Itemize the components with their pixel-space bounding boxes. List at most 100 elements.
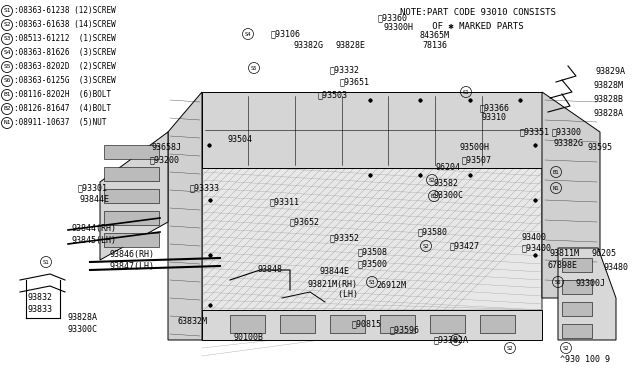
Polygon shape [202,92,542,168]
Bar [430,315,465,333]
Text: 78136: 78136 [422,42,447,51]
Text: 93300H: 93300H [383,23,413,32]
Text: ⤱93360: ⤱93360 [378,13,408,22]
Text: 93846(RH): 93846(RH) [110,250,155,259]
Text: :08513-61212  (1)SCREW: :08513-61212 (1)SCREW [14,35,116,44]
Text: 93844E: 93844E [320,267,350,276]
Text: ⤱93400: ⤱93400 [522,244,552,253]
Text: S1: S1 [43,260,49,264]
Text: :08363-6125G  (3)SCREW: :08363-6125G (3)SCREW [14,77,116,86]
Text: 93828A: 93828A [594,109,624,119]
Text: 93504: 93504 [228,135,253,144]
Text: ⤱93200: ⤱93200 [150,155,180,164]
Text: :08911-10637  (5)NUT: :08911-10637 (5)NUT [14,119,106,128]
Text: 96204: 96204 [436,164,461,173]
Bar [380,315,415,333]
Text: 93844(RH): 93844(RH) [72,224,117,232]
Bar [562,324,592,338]
Text: S5: S5 [251,65,257,71]
Text: ⤱93351: ⤱93351 [520,128,550,137]
Text: ⤱93508: ⤱93508 [358,247,388,257]
Text: 63832M: 63832M [178,317,208,327]
Text: ⤱93311: ⤱93311 [270,198,300,206]
Text: 93480: 93480 [604,263,629,273]
Text: S6: S6 [3,78,11,83]
Text: S5: S5 [3,64,11,70]
Bar [104,233,159,247]
Text: S4: S4 [244,32,252,36]
Text: ⤱90815: ⤱90815 [352,320,382,328]
Text: ⤱93580: ⤱93580 [418,228,448,237]
Text: 93848: 93848 [258,266,283,275]
Text: N1: N1 [553,186,559,190]
Text: 93811M: 93811M [550,250,580,259]
Text: 84365M: 84365M [420,32,450,41]
Text: S2: S2 [3,22,11,28]
Text: :08363-81626  (3)SCREW: :08363-81626 (3)SCREW [14,48,116,58]
Text: B1: B1 [553,170,559,174]
Text: 93845(LH): 93845(LH) [72,235,117,244]
Bar [104,189,159,203]
Bar [562,302,592,316]
Text: 93382G: 93382G [554,140,584,148]
Text: 90100B: 90100B [234,334,264,343]
Text: 93500H: 93500H [460,144,490,153]
Text: 93821M(RH): 93821M(RH) [308,280,358,289]
Text: 93829A: 93829A [596,67,626,77]
Polygon shape [168,92,202,340]
Text: ⤱93652: ⤱93652 [290,218,320,227]
Text: N1: N1 [3,121,11,125]
Text: (LH): (LH) [308,291,358,299]
Text: 26912M: 26912M [376,280,406,289]
Bar [104,211,159,225]
Bar [104,167,159,181]
Text: ⤱93596: ⤱93596 [390,326,420,334]
Text: ⤱93333: ⤱93333 [190,183,220,192]
Polygon shape [558,248,616,340]
Text: 93582: 93582 [434,180,459,189]
Text: ⤱93106: ⤱93106 [271,29,301,38]
Bar [562,258,592,272]
Text: OF ✱ MARKED PARTS: OF ✱ MARKED PARTS [400,22,524,31]
Bar [330,315,365,333]
Text: ⤱93352: ⤱93352 [330,234,360,243]
Text: 93828B: 93828B [594,96,624,105]
Text: 96205: 96205 [592,250,617,259]
Polygon shape [100,132,168,260]
Text: :08363-8202D  (2)SCREW: :08363-8202D (2)SCREW [14,62,116,71]
Text: 93400: 93400 [522,234,547,243]
Text: :08126-81647  (4)BOLT: :08126-81647 (4)BOLT [14,105,111,113]
Text: 93828E: 93828E [335,41,365,49]
Text: B2: B2 [431,193,437,199]
Text: ⤱93503: ⤱93503 [318,90,348,99]
Text: S1: S1 [3,9,11,13]
Bar [480,315,515,333]
Text: 93300J: 93300J [576,279,606,289]
Text: 93828M: 93828M [594,81,624,90]
Text: 93300C: 93300C [68,326,98,334]
Text: ⤱93500: ⤱93500 [358,260,388,269]
Text: S3: S3 [3,36,11,42]
Text: 93833: 93833 [28,305,53,314]
Text: ⤱93366: ⤱93366 [480,103,510,112]
Text: 93310: 93310 [482,113,507,122]
Text: 93844E: 93844E [80,196,110,205]
Text: :08363-61238 (12)SCREW: :08363-61238 (12)SCREW [14,6,116,16]
Text: 93382G: 93382G [294,41,324,49]
Text: :08363-61638 (14)SCREW: :08363-61638 (14)SCREW [14,20,116,29]
Text: ⤱93332: ⤱93332 [330,65,360,74]
Text: :08116-8202H  (6)BOLT: :08116-8202H (6)BOLT [14,90,111,99]
Text: ^930 100 9: ^930 100 9 [560,356,610,365]
Text: S2: S2 [423,244,429,248]
Text: S2: S2 [507,346,513,350]
Text: S1: S1 [463,90,469,94]
Text: NOTE:PART CODE 93010 CONSISTS: NOTE:PART CODE 93010 CONSISTS [400,8,556,17]
Text: 67898E: 67898E [548,260,578,269]
Bar [562,280,592,294]
Bar [104,145,159,159]
Text: 93300C: 93300C [433,192,463,201]
Text: S4: S4 [3,51,11,55]
Polygon shape [202,310,542,340]
Polygon shape [542,92,600,298]
Text: B2: B2 [3,106,11,112]
